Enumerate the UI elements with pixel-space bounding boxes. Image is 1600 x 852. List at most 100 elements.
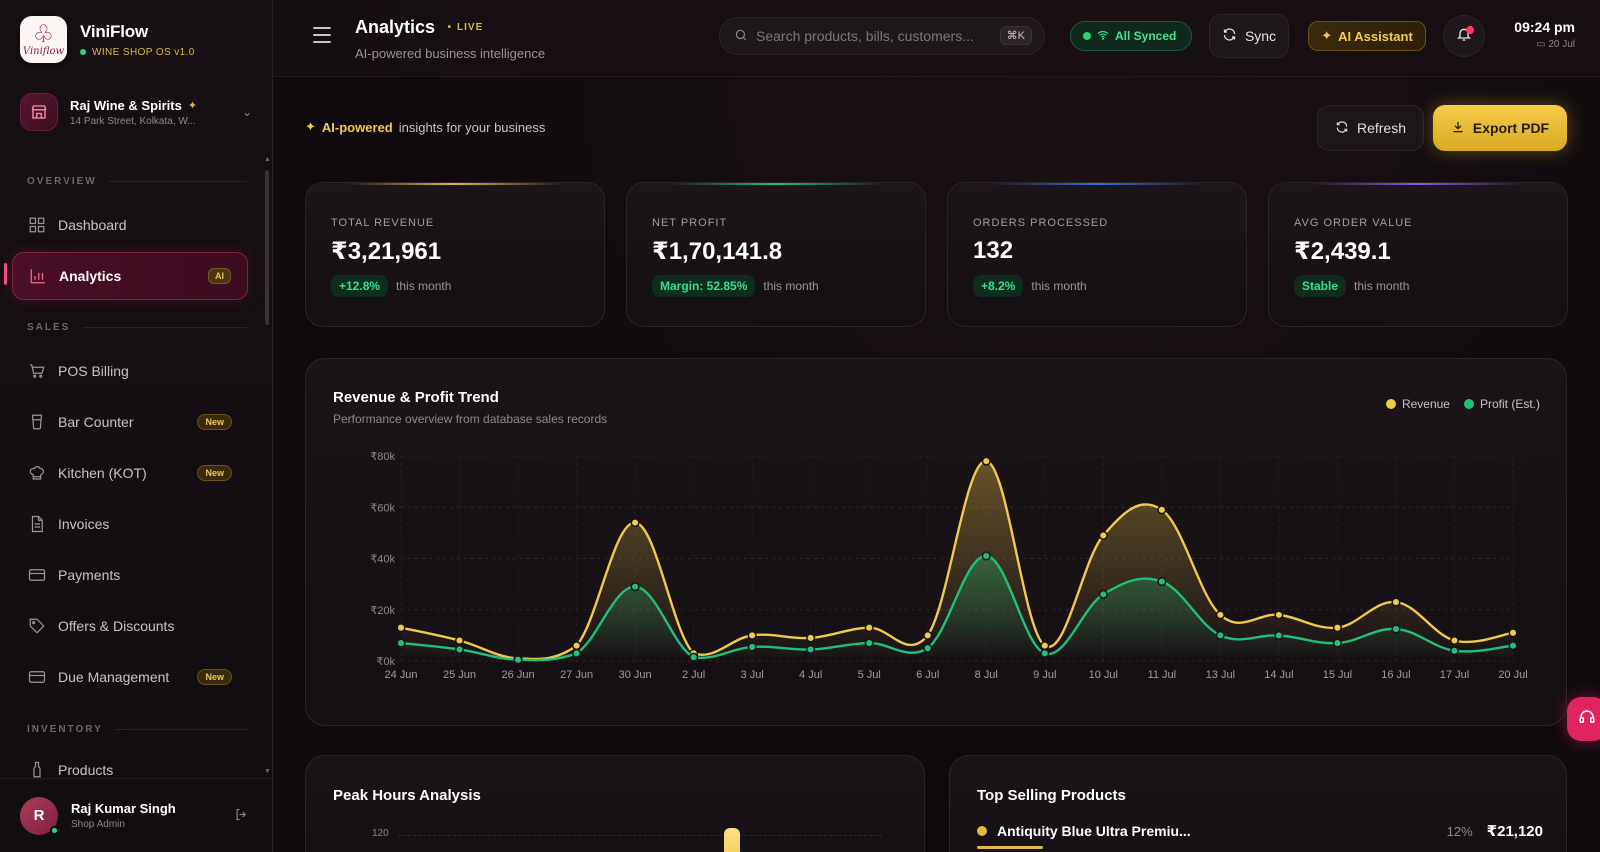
headset-icon [1578,708,1596,731]
sidebar-item-label: POS Billing [58,363,129,379]
y-tick-label: ₹40k [370,554,395,566]
stat-label: AVG ORDER VALUE [1294,217,1413,229]
sidebar-item-products[interactable]: Products [12,750,248,790]
store-name: Raj Wine & Spirits ✦ [70,97,198,113]
stat-period: this month [396,279,452,293]
stat-label: NET PROFIT [652,217,728,229]
legend-item-revenue[interactable]: Revenue [1385,397,1450,411]
stat-label: TOTAL REVENUE [331,217,435,229]
data-point [1391,597,1401,607]
card-accent-line [1309,183,1527,185]
peak-hours-card: Peak Hours Analysis 120 [305,755,925,852]
data-point [1274,630,1284,640]
sidebar-item-label: Analytics [59,268,122,284]
x-tick-label: 20 Jul [1498,669,1527,681]
search-input[interactable] [756,28,992,44]
data-point [747,630,757,640]
user-role: Shop Admin [71,819,125,830]
y-tick-label: ₹0k [376,656,395,668]
x-tick-label: 25 Jun [443,669,476,681]
sidebar-item-offers[interactable]: Offers & Discounts [12,604,248,648]
x-tick-label: 30 Jun [619,669,652,681]
data-point [1215,630,1225,640]
x-tick-label: 3 Jul [741,669,764,681]
scroll-up-icon[interactable]: ▲ [264,156,271,163]
refresh-button[interactable]: Refresh [1317,105,1424,151]
x-tick-label: 10 Jul [1089,669,1118,681]
search-icon [734,28,748,45]
x-tick-label: 16 Jul [1381,669,1410,681]
menu-icon[interactable] [313,27,331,43]
data-point [1215,610,1225,620]
store-icon [20,93,58,131]
data-point [1508,641,1518,651]
product-name: Antiquity Blue Ultra Premiu... [997,823,1191,839]
x-tick-label: 13 Jul [1206,669,1235,681]
sidebar-item-due-management[interactable]: Due Management New [12,655,248,699]
sparkle-icon: ✦ [305,119,316,134]
logout-icon[interactable] [234,807,249,825]
export-pdf-button[interactable]: Export PDF [1433,105,1567,151]
sidebar-item-label: Due Management [58,669,170,685]
list-item[interactable]: Antiquity Blue Ultra Premiu... 12% ₹21,1… [977,822,1543,840]
peak-hour-bar[interactable] [724,828,740,852]
stat-card-avg-order-value: AVG ORDER VALUE ₹2,439.1 Stable this mont… [1268,182,1568,327]
chevron-down-icon[interactable]: ⌄ [241,105,252,119]
data-point [630,582,640,592]
glass-icon [28,413,46,431]
wifi-icon [1097,29,1109,44]
series-area-revenue [401,461,1513,661]
top-products-card: Top Selling Products Antiquity Blue Ultr… [949,755,1567,852]
data-point [1274,610,1284,620]
sidebar-scrollbar[interactable] [265,170,269,325]
support-chat-button[interactable] [1567,697,1600,741]
sidebar-item-label: Payments [58,567,121,583]
stat-value: ₹1,70,141.8 [652,238,783,265]
data-point [1332,638,1342,648]
series-line-revenue [400,459,1514,661]
live-indicator: • LIVE [447,22,484,33]
x-tick-label: 24 Jun [384,669,417,681]
data-point [1391,624,1401,634]
stat-label: ORDERS PROCESSED [973,217,1109,229]
sidebar-item-invoices[interactable]: Invoices [12,502,248,546]
data-point [1098,530,1108,540]
legend-item-profit[interactable]: Profit (Est.) [1463,397,1540,411]
x-tick-label: 26 Jun [502,669,535,681]
user-name: Raj Kumar Singh [71,801,176,816]
y-tick-label: ₹60k [370,502,395,514]
sidebar-item-analytics[interactable]: Analytics AI [12,252,248,300]
scroll-down-icon[interactable]: ▼ [264,768,271,775]
brand[interactable]: ♧ Viniflow ViniFlow WINE SHOP OS v1.0 [20,16,195,63]
sync-button[interactable]: Sync [1209,14,1289,58]
user-profile[interactable]: R Raj Kumar Singh Shop Admin [0,778,273,852]
store-switcher[interactable]: Raj Wine & Spirits ✦ 14 Park Street, Kolk… [20,88,252,136]
product-share: 12% [1446,823,1473,839]
sparkle-icon: ✦ [1321,28,1333,43]
new-badge: New [197,414,232,430]
card-title: Peak Hours Analysis [333,787,481,804]
sidebar-item-kitchen[interactable]: Kitchen (KOT) New [12,451,248,495]
stat-value: 132 [973,237,1014,264]
data-point [396,638,406,648]
notifications-button[interactable] [1443,15,1485,57]
stat-period: this month [763,279,819,293]
search-bar[interactable]: ⌘K [719,17,1045,55]
new-badge: New [197,465,232,481]
sidebar-item-payments[interactable]: Payments [12,553,248,597]
data-point [923,643,933,653]
product-amount: ₹21,120 [1486,823,1543,840]
stat-value: ₹2,439.1 [1294,238,1391,265]
store-address: 14 Park Street, Kolkata, W... [70,115,196,127]
data-point [572,641,582,651]
sidebar-item-dashboard[interactable]: Dashboard [12,203,248,247]
clock-date: ▭ 20 Jul [1536,39,1575,50]
ai-assistant-button[interactable]: ✦ AI Assistant [1308,21,1426,51]
wine-glass-icon: ♧ [32,20,55,48]
sidebar-item-bar-counter[interactable]: Bar Counter New [12,400,248,444]
ai-badge: AI [208,268,231,284]
sidebar-item-pos-billing[interactable]: POS Billing [12,349,248,393]
stat-card-net-profit: NET PROFIT ₹1,70,141.8 Margin: 52.85% thi… [626,182,926,327]
section-inventory: INVENTORY [27,724,247,735]
data-point [454,635,465,646]
